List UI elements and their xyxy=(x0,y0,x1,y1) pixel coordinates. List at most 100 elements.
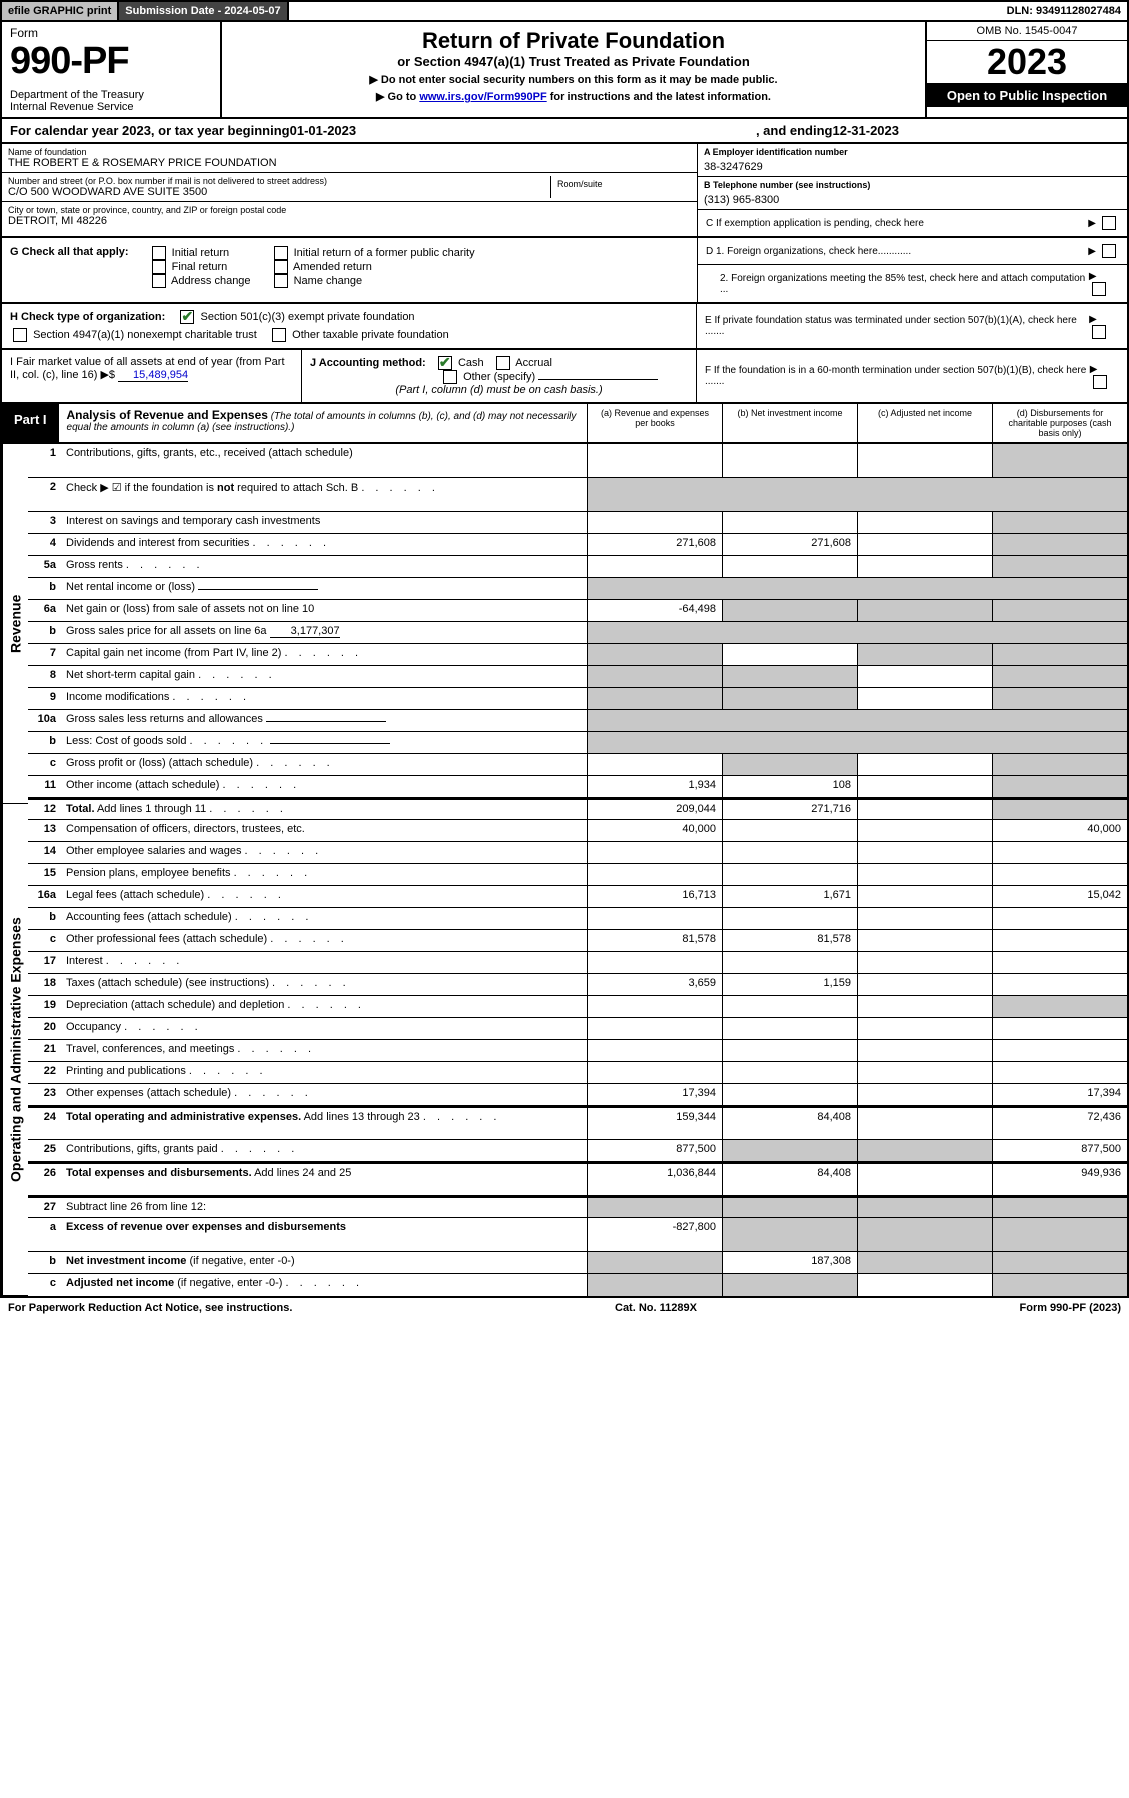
row-number: 26 xyxy=(28,1164,62,1195)
row-number: 2 xyxy=(28,478,62,511)
table-row: 6aNet gain or (loss) from sale of assets… xyxy=(28,600,1127,622)
row-number: 13 xyxy=(28,820,62,841)
table-row: 1Contributions, gifts, grants, etc., rec… xyxy=(28,444,1127,478)
part1-table: Revenue Operating and Administrative Exp… xyxy=(0,444,1129,1298)
d2-checkbox[interactable] xyxy=(1092,282,1106,296)
irs-link[interactable]: www.irs.gov/Form990PF xyxy=(419,91,546,103)
chk-accrual[interactable] xyxy=(496,356,510,370)
chk-initial-former[interactable] xyxy=(274,246,288,260)
row-text: Gross sales less returns and allowances xyxy=(62,710,587,731)
cell-d xyxy=(992,1274,1127,1296)
row-number: 21 xyxy=(28,1040,62,1061)
cell-d xyxy=(992,534,1127,555)
cell-b xyxy=(722,908,857,929)
chk-initial-return[interactable] xyxy=(152,246,166,260)
h-e-row: H Check type of organization: Section 50… xyxy=(0,304,1129,350)
cell-b: 108 xyxy=(722,776,857,797)
row-text: Legal fees (attach schedule) . . . . . . xyxy=(62,886,587,907)
cell-a xyxy=(587,512,722,533)
chk-cash[interactable] xyxy=(438,356,452,370)
cell-c xyxy=(857,1084,992,1105)
row-number: 11 xyxy=(28,776,62,797)
cell-c xyxy=(857,754,992,775)
cat-number: Cat. No. 11289X xyxy=(615,1302,697,1314)
cell-a xyxy=(587,1198,722,1217)
cell-b: 81,578 xyxy=(722,930,857,951)
cell-c xyxy=(857,886,992,907)
row-number: c xyxy=(28,754,62,775)
chk-final-return[interactable] xyxy=(152,260,166,274)
cell-c xyxy=(857,1252,992,1273)
cell-a xyxy=(587,952,722,973)
cell-d xyxy=(992,996,1127,1017)
chk-other-taxable[interactable] xyxy=(272,328,286,342)
c-checkbox[interactable] xyxy=(1102,216,1116,230)
cell-a: 40,000 xyxy=(587,820,722,841)
row-text: Taxes (attach schedule) (see instruction… xyxy=(62,974,587,995)
row-text: Dividends and interest from securities .… xyxy=(62,534,587,555)
chk-name-change[interactable] xyxy=(274,274,288,288)
row-text: Capital gain net income (from Part IV, l… xyxy=(62,644,587,665)
table-row: 10aGross sales less returns and allowanc… xyxy=(28,710,1127,732)
e-checkbox[interactable] xyxy=(1092,325,1106,339)
cell-d xyxy=(992,974,1127,995)
cell-c xyxy=(857,444,992,477)
table-row: 8Net short-term capital gain . . . . . . xyxy=(28,666,1127,688)
table-row: 27Subtract line 26 from line 12: xyxy=(28,1196,1127,1218)
row-number: 19 xyxy=(28,996,62,1017)
row-number: 8 xyxy=(28,666,62,687)
chk-other-method[interactable] xyxy=(443,370,457,384)
open-to-public: Open to Public Inspection xyxy=(927,84,1127,107)
chk-amended[interactable] xyxy=(274,260,288,274)
department: Department of the Treasury Internal Reve… xyxy=(10,89,212,113)
paperwork-notice: For Paperwork Reduction Act Notice, see … xyxy=(8,1302,292,1314)
row-number: 6a xyxy=(28,600,62,621)
form-title: Return of Private Foundation xyxy=(234,28,913,54)
row-text: Contributions, gifts, grants paid . . . … xyxy=(62,1140,587,1161)
cell-a: -827,800 xyxy=(587,1218,722,1251)
chk-address-change[interactable] xyxy=(152,274,166,288)
cell-d xyxy=(992,1018,1127,1039)
cell-a xyxy=(587,644,722,665)
f-checkbox[interactable] xyxy=(1093,375,1107,389)
address: C/O 500 WOODWARD AVE SUITE 3500 xyxy=(8,186,550,198)
cell-a xyxy=(587,1062,722,1083)
cell-b xyxy=(722,688,857,709)
table-row: 13Compensation of officers, directors, t… xyxy=(28,820,1127,842)
cell-b xyxy=(722,1062,857,1083)
i-j-f-row: I Fair market value of all assets at end… xyxy=(0,350,1129,404)
table-row: 9Income modifications . . . . . . xyxy=(28,688,1127,710)
row-text: Depreciation (attach schedule) and deple… xyxy=(62,996,587,1017)
row-text: Gross sales price for all assets on line… xyxy=(62,622,587,643)
chk-501c3[interactable] xyxy=(180,310,194,324)
chk-4947[interactable] xyxy=(13,328,27,342)
table-row: cOther professional fees (attach schedul… xyxy=(28,930,1127,952)
cell-c xyxy=(857,1218,992,1251)
cell-a: 16,713 xyxy=(587,886,722,907)
f-label: F If the foundation is in a 60-month ter… xyxy=(705,365,1090,387)
row-text: Accounting fees (attach schedule) . . . … xyxy=(62,908,587,929)
cell-d xyxy=(992,776,1127,797)
row-text: Check ▶ ☑ if the foundation is not requi… xyxy=(62,478,587,511)
cell-a: 271,608 xyxy=(587,534,722,555)
row-text: Occupancy . . . . . . xyxy=(62,1018,587,1039)
d2-label: 2. Foreign organizations meeting the 85%… xyxy=(706,273,1089,295)
table-row: 16aLegal fees (attach schedule) . . . . … xyxy=(28,886,1127,908)
ein-label: A Employer identification number xyxy=(704,147,1121,157)
cell-d xyxy=(992,644,1127,665)
cell-a xyxy=(587,1018,722,1039)
room-label: Room/suite xyxy=(557,179,685,189)
row-number: b xyxy=(28,732,62,753)
cell-b xyxy=(722,444,857,477)
cell-a: 81,578 xyxy=(587,930,722,951)
cell-c xyxy=(857,666,992,687)
cell-c xyxy=(857,842,992,863)
cell-c xyxy=(857,1274,992,1296)
table-row: 20Occupancy . . . . . . xyxy=(28,1018,1127,1040)
cell-d xyxy=(992,1218,1127,1251)
calendar-year-row: For calendar year 2023, or tax year begi… xyxy=(0,119,1129,144)
cell-c xyxy=(857,864,992,885)
d1-checkbox[interactable] xyxy=(1102,244,1116,258)
cell-c xyxy=(857,1164,992,1195)
cell-b xyxy=(722,1018,857,1039)
